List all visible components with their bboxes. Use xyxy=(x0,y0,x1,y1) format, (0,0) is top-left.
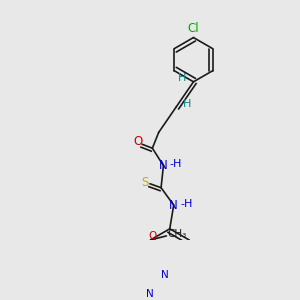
Text: Cl: Cl xyxy=(188,22,199,34)
Text: N: N xyxy=(160,270,168,280)
Text: N: N xyxy=(169,199,178,212)
Text: O: O xyxy=(134,135,143,148)
Text: -H: -H xyxy=(170,159,182,169)
Text: O: O xyxy=(148,231,157,241)
Text: H: H xyxy=(178,73,187,83)
Text: CH₃: CH₃ xyxy=(168,229,187,239)
Text: S: S xyxy=(142,176,149,189)
Text: -H: -H xyxy=(180,199,193,208)
Text: N: N xyxy=(159,159,168,172)
Text: H: H xyxy=(183,99,191,109)
Text: N: N xyxy=(146,289,154,298)
